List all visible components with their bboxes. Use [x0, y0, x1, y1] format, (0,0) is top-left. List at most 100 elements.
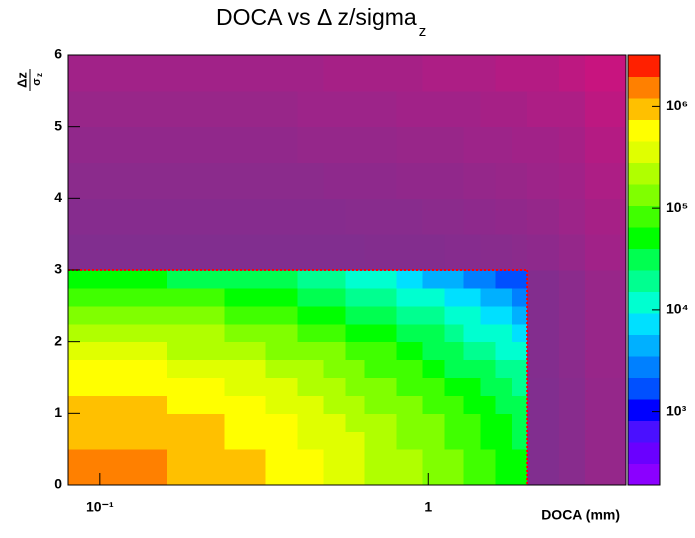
- colorbar-band: [628, 162, 660, 185]
- heatmap-cell: [495, 449, 513, 468]
- heatmap-cell: [364, 234, 397, 271]
- heatmap-cell: [224, 55, 267, 92]
- heatmap-cell: [224, 467, 267, 486]
- heatmap-cell: [444, 323, 464, 343]
- heatmap-cell: [444, 198, 464, 235]
- heatmap-cell: [444, 341, 464, 361]
- heatmap: [68, 55, 627, 486]
- heatmap-cell: [166, 162, 226, 199]
- colorbar-band: [628, 55, 660, 77]
- colorbar-tick-label: 10⁵: [666, 199, 688, 215]
- heatmap-cell: [558, 377, 586, 396]
- heatmap-cell: [463, 305, 481, 325]
- heatmap-cell: [512, 467, 528, 486]
- heatmap-cell: [364, 198, 397, 235]
- heatmap-cell: [68, 431, 168, 450]
- heatmap-cell: [558, 449, 586, 468]
- heatmap-cell: [345, 395, 366, 414]
- heatmap-cell: [224, 413, 267, 432]
- heatmap-cell: [495, 234, 513, 271]
- heatmap-cell: [297, 395, 325, 414]
- heatmap-cell: [584, 377, 627, 396]
- heatmap-cell: [558, 323, 586, 343]
- heatmap-cell: [364, 287, 397, 307]
- heatmap-cell: [396, 90, 423, 128]
- heatmap-cell: [345, 431, 366, 450]
- y-label-denominator: σ: [31, 78, 43, 86]
- heatmap-cell: [297, 234, 325, 271]
- heatmap-cell: [166, 413, 226, 432]
- heatmap-cell: [265, 234, 299, 271]
- heatmap-cell: [323, 234, 347, 271]
- heatmap-cell: [480, 413, 496, 432]
- heatmap-cell: [527, 305, 560, 325]
- heatmap-cell: [480, 449, 496, 468]
- heatmap-cell: [364, 90, 397, 128]
- heatmap-cell: [166, 55, 226, 92]
- heatmap-cell: [396, 449, 423, 468]
- heatmap-cell: [558, 55, 586, 92]
- heatmap-cell: [297, 323, 325, 343]
- heatmap-cell: [297, 55, 325, 92]
- heatmap-cell: [495, 377, 513, 396]
- heatmap-cell: [364, 162, 397, 199]
- heatmap-cell: [444, 431, 464, 450]
- heatmap-cell: [323, 449, 347, 468]
- heatmap-cell: [527, 377, 560, 396]
- heatmap-cell: [323, 126, 347, 163]
- heatmap-cell: [584, 341, 627, 361]
- heatmap-cell: [444, 162, 464, 199]
- heatmap-cell: [323, 287, 347, 307]
- heatmap-cell: [297, 341, 325, 361]
- heatmap-cell: [584, 395, 627, 414]
- y-tick-label: 2: [54, 332, 62, 348]
- heatmap-cell: [480, 395, 496, 414]
- heatmap-cell: [345, 341, 366, 361]
- heatmap-cell: [527, 162, 560, 199]
- heatmap-cell: [396, 305, 423, 325]
- heatmap-cell: [495, 287, 513, 307]
- heatmap-cell: [584, 287, 627, 307]
- heatmap-cell: [558, 413, 586, 432]
- heatmap-cell: [323, 377, 347, 396]
- heatmap-cell: [480, 90, 496, 128]
- heatmap-cell: [364, 270, 397, 289]
- heatmap-cell: [166, 198, 226, 235]
- heatmap-cell: [265, 395, 299, 414]
- heatmap-cell: [480, 162, 496, 199]
- heatmap-cell: [68, 198, 168, 235]
- heatmap-cell: [297, 359, 325, 378]
- heatmap-cell: [166, 467, 226, 486]
- heatmap-cell: [495, 270, 513, 289]
- heatmap-cell: [527, 341, 560, 361]
- heatmap-cell: [527, 270, 560, 289]
- heatmap-cell: [495, 341, 513, 361]
- heatmap-cell: [558, 341, 586, 361]
- heatmap-cell: [166, 270, 226, 289]
- heatmap-cell: [345, 55, 366, 92]
- heatmap-cell: [422, 467, 445, 486]
- heatmap-cell: [364, 395, 397, 414]
- heatmap-cell: [297, 287, 325, 307]
- heatmap-cell: [512, 305, 528, 325]
- heatmap-cell: [396, 341, 423, 361]
- heatmap-cell: [323, 395, 347, 414]
- heatmap-cell: [527, 413, 560, 432]
- y-tick-label: 5: [54, 117, 62, 133]
- colorbar-tick-label: 10³: [666, 402, 687, 418]
- heatmap-cell: [265, 55, 299, 92]
- heatmap-cell: [512, 323, 528, 343]
- heatmap-cell: [512, 377, 528, 396]
- heatmap-cell: [584, 126, 627, 163]
- x-axis-label: DOCA (mm): [541, 507, 620, 523]
- heatmap-cell: [444, 395, 464, 414]
- heatmap-cell: [463, 287, 481, 307]
- heatmap-cell: [584, 234, 627, 271]
- heatmap-cell: [68, 234, 168, 271]
- heatmap-cell: [68, 359, 168, 378]
- heatmap-cell: [480, 234, 496, 271]
- heatmap-cell: [512, 55, 528, 92]
- heatmap-cell: [297, 467, 325, 486]
- heatmap-cell: [224, 323, 267, 343]
